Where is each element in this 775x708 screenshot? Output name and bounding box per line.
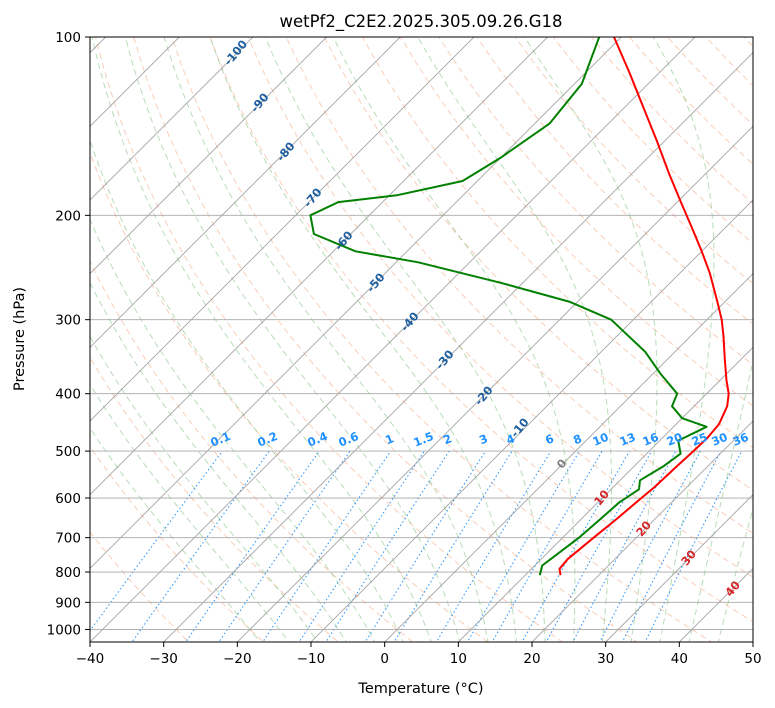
dry-adiabat-line bbox=[476, 37, 753, 325]
isotherm-line bbox=[90, 37, 696, 642]
moist-adiabat-line bbox=[717, 506, 753, 642]
moist-adiabat-line bbox=[90, 335, 319, 642]
moist-adiabat-line bbox=[90, 218, 376, 642]
isotherm-line bbox=[90, 37, 549, 496]
moist-adiabat-line bbox=[688, 357, 753, 642]
mixing-ratio-label: 16 bbox=[640, 430, 660, 449]
mixing-ratio-label: 36 bbox=[730, 430, 750, 449]
y-axis-title: Pressure (hPa) bbox=[12, 287, 28, 391]
dry-adiabat-line bbox=[247, 37, 753, 578]
isotherm-line bbox=[90, 37, 622, 569]
dry-adiabat-line bbox=[90, 356, 339, 642]
x-tick-label: −40 bbox=[76, 651, 105, 667]
x-tick-label: 40 bbox=[671, 651, 688, 667]
y-tick-label: 1000 bbox=[47, 622, 81, 638]
y-tick-label: 100 bbox=[55, 30, 81, 46]
isotherm-line bbox=[90, 37, 328, 275]
x-tick-label: 20 bbox=[523, 651, 540, 667]
moist-adiabat-line bbox=[332, 37, 576, 642]
y-tick-label: 400 bbox=[55, 387, 81, 403]
y-tick-label: 700 bbox=[55, 531, 81, 547]
grid-lines bbox=[90, 37, 753, 642]
isotherm-line bbox=[90, 37, 180, 127]
x-tick-label: 0 bbox=[380, 651, 389, 667]
x-tick-label: −20 bbox=[223, 651, 252, 667]
dry-adiabat-line bbox=[171, 37, 713, 642]
x-axis-title: Temperature (°C) bbox=[357, 681, 483, 697]
moist-adiabat-line bbox=[417, 37, 612, 642]
y-tick-label: 500 bbox=[55, 444, 81, 460]
temperature-line bbox=[558, 37, 730, 576]
dry-adiabat-line bbox=[90, 260, 414, 642]
mixing-ratio-label: 30 bbox=[709, 430, 729, 449]
mixing-ratio-label: 20 bbox=[664, 430, 684, 449]
moist-adiabat-line bbox=[124, 37, 461, 642]
isotherm-line bbox=[90, 37, 475, 422]
mixing-ratio-label: 10 bbox=[590, 430, 610, 449]
dry-adiabat-line bbox=[94, 37, 564, 642]
isotherm-line bbox=[384, 273, 753, 642]
x-tick-label: −30 bbox=[149, 651, 178, 667]
dry-adiabat-line bbox=[209, 37, 753, 623]
dry-adiabat-line bbox=[361, 37, 753, 449]
y-tick-label: 200 bbox=[55, 208, 81, 224]
dry-adiabat-line bbox=[90, 151, 489, 642]
moist-adiabat-line bbox=[90, 383, 290, 642]
x-tick-label: 10 bbox=[450, 651, 467, 667]
y-axis: 100 200 300 400 500 600 700 800 900 1000 bbox=[47, 30, 90, 638]
moist-adiabat-line bbox=[163, 37, 489, 642]
dry-adiabat-line bbox=[133, 37, 638, 642]
moist-adiabat-line bbox=[91, 37, 432, 642]
chart-title: wetPf2_C2E2.2025.305.09.26.G18 bbox=[279, 12, 562, 32]
isotherm-line bbox=[90, 37, 401, 348]
moist-adiabat-line bbox=[90, 427, 261, 642]
y-tick-label: 600 bbox=[55, 491, 81, 507]
x-tick-label: 50 bbox=[744, 651, 761, 667]
profile-lines bbox=[309, 37, 730, 576]
isotherm-line bbox=[457, 346, 753, 642]
mixing-ratio-label: 13 bbox=[617, 430, 637, 449]
isotherm-line bbox=[236, 125, 753, 642]
moist-adiabat-line bbox=[264, 37, 546, 642]
isotherm-line bbox=[605, 494, 753, 642]
x-tick-label: 30 bbox=[597, 651, 614, 667]
y-tick-label: 900 bbox=[55, 595, 81, 611]
plot-frame bbox=[89, 36, 754, 643]
dry-adiabat-line bbox=[90, 531, 190, 642]
dry-adiabat-line bbox=[514, 37, 753, 285]
isotherm-line bbox=[310, 199, 753, 642]
dry-adiabat-line bbox=[90, 445, 265, 642]
isotherm-line bbox=[163, 52, 753, 642]
x-axis: −40 −30 −20 −10 0 10 20 30 40 50 bbox=[76, 642, 762, 667]
dry-adiabat-line bbox=[285, 37, 753, 535]
isotherm-line bbox=[90, 37, 254, 201]
dewpoint-line bbox=[309, 37, 708, 576]
y-tick-label: 300 bbox=[55, 313, 81, 329]
moist-adiabat-line bbox=[90, 281, 347, 642]
mixing-ratio-label: 25 bbox=[689, 430, 709, 449]
y-tick-label: 800 bbox=[55, 565, 81, 581]
moist-adiabat-line bbox=[209, 37, 518, 642]
x-tick-label: −10 bbox=[297, 651, 326, 667]
dry-adiabat-line bbox=[323, 37, 753, 491]
isotherm-line bbox=[531, 420, 753, 642]
